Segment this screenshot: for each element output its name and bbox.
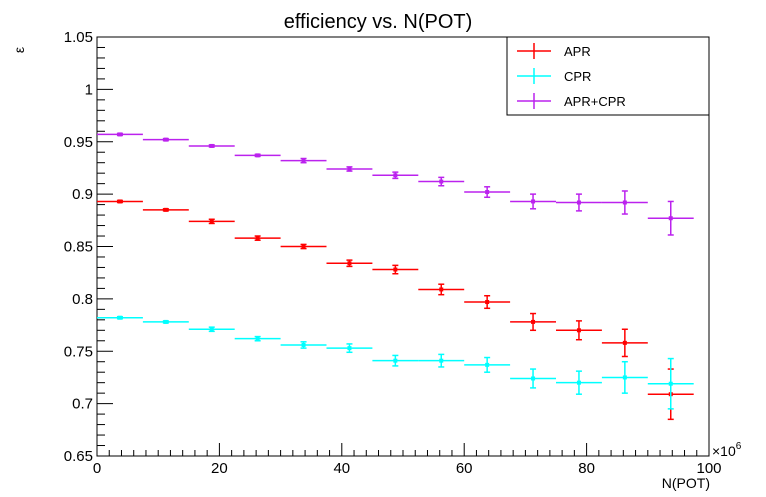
legend: APR CPR APR+CPR	[506, 36, 710, 116]
x-exponent-base: ×10	[712, 443, 736, 459]
y-tick-label: 0.8	[72, 291, 93, 308]
legend-label: APR+CPR	[564, 94, 626, 109]
data-point-marker	[622, 340, 627, 345]
data-point-marker	[209, 143, 214, 148]
axes: 0 20 40 60 80 100 0.65 0.7 0.75 0.8 0.85 0.9 0.95 1 1.…	[64, 29, 722, 477]
legend-entry-cpr: CPR	[517, 68, 591, 84]
y-tick-label: 0.75	[64, 343, 93, 360]
legend-label: CPR	[564, 69, 591, 84]
data-point-marker	[209, 219, 214, 224]
data-point-marker	[301, 158, 306, 163]
data-point-marker	[347, 346, 352, 351]
x-tick-label: 100	[696, 460, 721, 477]
data-point-marker	[576, 380, 581, 385]
y-tick-label: 0.95	[64, 134, 93, 151]
data-point-marker	[117, 315, 122, 320]
x-tick-label: 60	[456, 460, 473, 477]
x-exponent-power: 6	[736, 441, 742, 452]
data-point-marker	[531, 319, 536, 324]
chart-title: efficiency vs. N(POT)	[284, 11, 473, 33]
data-point-marker	[255, 153, 260, 158]
y-tick-label: 0.7	[72, 396, 93, 413]
data-point-marker	[347, 261, 352, 266]
data-point-marker	[347, 166, 352, 171]
data-point-marker	[209, 327, 214, 332]
data-point-marker	[393, 358, 398, 363]
data-point-marker	[255, 336, 260, 341]
data-point-marker	[117, 199, 122, 204]
data-point-marker	[668, 381, 673, 386]
data-point-marker	[163, 207, 168, 212]
data-point-marker	[163, 319, 168, 324]
data-point-marker	[576, 328, 581, 333]
y-axis-label: ε	[11, 47, 27, 53]
data-point-marker	[485, 190, 490, 195]
series-cpr	[97, 315, 694, 410]
y-tick-label: 0.65	[64, 448, 93, 465]
series-apr	[97, 199, 694, 421]
data-point-marker	[485, 300, 490, 305]
legend-entry-apr-cpr: APR+CPR	[517, 93, 626, 109]
data-point-marker	[301, 244, 306, 249]
y-tick-label: 0.9	[72, 186, 93, 203]
legend-label: APR	[564, 44, 591, 59]
x-tick-label: 80	[578, 460, 595, 477]
x-tick-label: 40	[333, 460, 350, 477]
y-tick-label: 1.05	[64, 29, 93, 46]
x-axis-exponent: ×106	[712, 441, 742, 459]
data-point-marker	[163, 137, 168, 142]
x-tick-label: 0	[93, 460, 101, 477]
y-tick-label: 0.85	[64, 239, 93, 256]
data-point-marker	[439, 287, 444, 292]
x-tick-label: 20	[211, 460, 228, 477]
data-point-marker	[439, 358, 444, 363]
data-point-marker	[393, 173, 398, 178]
data-point-marker	[393, 267, 398, 272]
x-axis-label: N(POT)	[662, 475, 710, 491]
data-point-marker	[622, 375, 627, 380]
y-tick-label: 1	[85, 81, 93, 98]
data-point-marker	[439, 179, 444, 184]
data-point-marker	[622, 200, 627, 205]
plot-series	[97, 132, 694, 421]
data-point-marker	[485, 362, 490, 367]
data-point-marker	[301, 342, 306, 347]
data-point-marker	[531, 199, 536, 204]
data-point-marker	[531, 376, 536, 381]
data-point-marker	[255, 236, 260, 241]
data-point-marker	[668, 216, 673, 221]
series-apr-cpr	[97, 132, 694, 236]
legend-entry-apr: APR	[517, 43, 591, 59]
data-point-marker	[576, 200, 581, 205]
data-point-marker	[117, 132, 122, 137]
